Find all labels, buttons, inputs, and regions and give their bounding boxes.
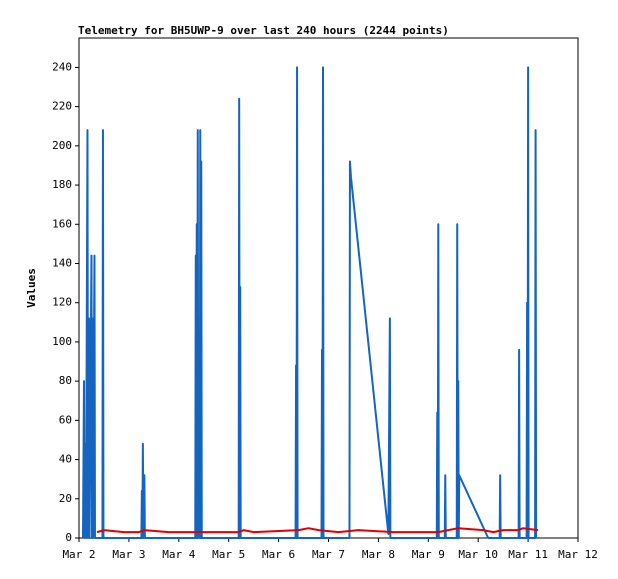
x-tick-label: Mar 11 [508,548,548,561]
x-tick-label: Mar 10 [458,548,498,561]
y-axis-label: Values [25,268,38,308]
x-tick-label: Mar 7 [312,548,345,561]
series-line [96,527,539,534]
y-tick-label: 140 [52,256,72,269]
plot-frame [78,37,579,539]
x-tick-label: Mar 3 [112,548,145,561]
x-tick-label: Mar 12 [558,548,598,561]
y-tick-label: 20 [59,492,72,505]
x-tick-label: Mar 9 [412,548,445,561]
x-tick-label: Mar 5 [212,548,245,561]
y-tick-label: 180 [52,178,72,191]
y-tick-label: 40 [59,453,72,466]
y-tick-label: 160 [52,217,72,230]
x-tick-label: Mar 6 [262,548,295,561]
y-tick-label: 200 [52,139,72,152]
x-tick-label: Mar 4 [162,548,195,561]
x-tick-label: Mar 8 [362,548,395,561]
y-tick-label: 80 [59,374,72,387]
y-tick-label: 120 [52,296,72,309]
y-tick-label: 240 [52,60,72,73]
y-tick-label: 220 [52,100,72,113]
y-tick-label: 100 [52,335,72,348]
series-line [81,66,538,539]
x-tick-label: Mar 2 [62,548,95,561]
chart-title: Telemetry for BH5UWP-9 over last 240 hou… [78,24,449,37]
y-tick-label: 0 [65,531,72,544]
y-tick-label: 60 [59,413,72,426]
